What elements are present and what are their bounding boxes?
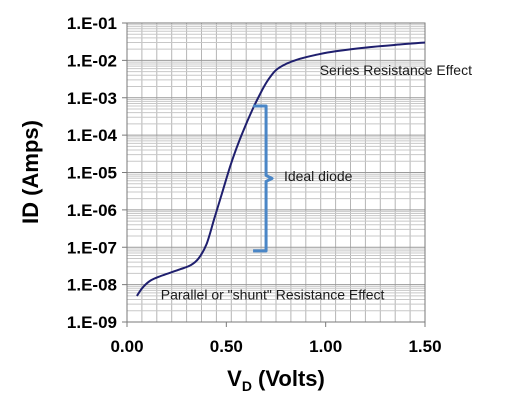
data-series bbox=[136, 41, 426, 297]
x-axis-title-subscript: D bbox=[242, 378, 252, 394]
series-line bbox=[136, 41, 426, 297]
annotations: Series Resistance Effect Ideal diode Paral… bbox=[161, 62, 472, 302]
y-tick-labels: 1.E-09 1.E-08 1.E-07 1.E-06 1.E-05 1.E-04 1.E-… bbox=[67, 14, 127, 332]
gridlines bbox=[127, 23, 425, 323]
y-tick-label: 1.E-06 bbox=[67, 201, 117, 220]
x-axis-title-rest: (Volts) bbox=[252, 366, 325, 391]
ideal-diode-bracket bbox=[253, 104, 274, 253]
y-tick-label: 1.E-05 bbox=[67, 164, 117, 183]
y-tick-label: 1.E-09 bbox=[67, 313, 117, 332]
annotation-label: Ideal diode bbox=[284, 168, 353, 184]
x-tick-label: 0.00 bbox=[110, 337, 143, 356]
x-tick-label: 0.50 bbox=[210, 337, 243, 356]
y-tick-label: 1.E-03 bbox=[67, 89, 117, 108]
bracket-annotation bbox=[253, 104, 274, 253]
x-axis-title-main: V bbox=[227, 366, 242, 391]
annotation-label: Series Resistance Effect bbox=[320, 62, 472, 78]
y-tick-label: 1.E-02 bbox=[67, 51, 117, 70]
y-tick-label: 1.E-04 bbox=[67, 126, 118, 145]
annotation-label: Parallel or "shunt" Resistance Effect bbox=[161, 286, 385, 302]
y-tick-label: 1.E-07 bbox=[67, 238, 117, 257]
y-tick-label: 1.E-01 bbox=[67, 14, 117, 33]
x-tick-label: 1.00 bbox=[309, 337, 342, 356]
y-axis-title: ID (Amps) bbox=[18, 120, 43, 224]
y-tick-label: 1.E-08 bbox=[67, 276, 117, 295]
x-axis-title: VD (Volts) bbox=[227, 366, 325, 394]
x-tick-label: 1.50 bbox=[408, 337, 441, 356]
x-tick-labels: 0.00 0.50 1.00 1.50 bbox=[110, 322, 442, 356]
